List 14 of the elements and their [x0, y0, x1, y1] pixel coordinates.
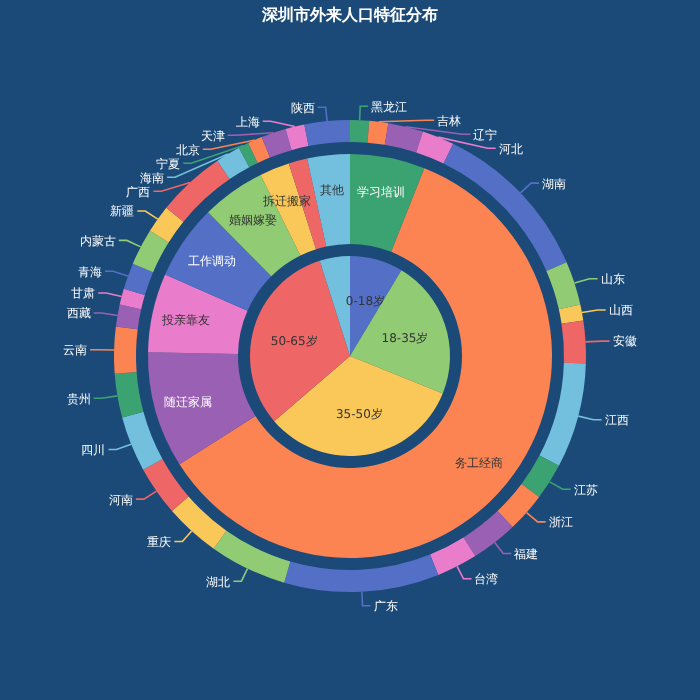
donut-slice [443, 143, 567, 272]
donut-slice [307, 154, 350, 247]
donut-slice [172, 496, 227, 549]
donut-slice [463, 511, 513, 557]
donut-slice [148, 352, 256, 465]
donut-slice [430, 537, 476, 575]
donut-slice [143, 459, 189, 511]
donut-slice [148, 274, 248, 354]
pie-slice [274, 356, 443, 456]
donut-slice [497, 483, 540, 528]
chart-title: 深圳市外来人口特征分布 [260, 4, 438, 24]
pie-slice [319, 256, 350, 356]
donut-slice [350, 154, 425, 252]
pie-slice [350, 270, 450, 394]
